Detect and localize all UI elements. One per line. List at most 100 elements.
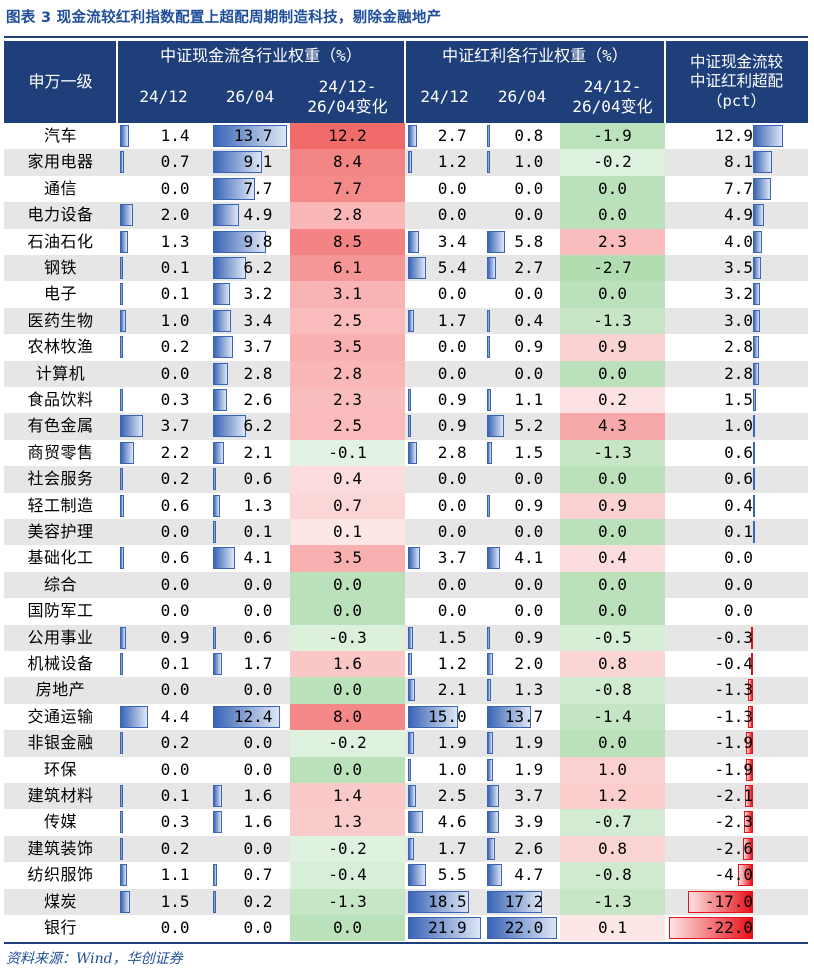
cf-change-heat xyxy=(290,624,405,651)
cf-change-value: -0.4 xyxy=(328,865,367,885)
cf-2604-bar xyxy=(213,811,222,834)
cf-2412-bar xyxy=(120,441,134,464)
cf-2604-cell: 2.8 xyxy=(210,361,290,387)
dv-2604-value: 0.0 xyxy=(514,178,544,198)
industry-name: 美容护理 xyxy=(27,522,94,541)
cf-2604-bar xyxy=(213,125,287,147)
cf-change-value: 0.1 xyxy=(333,522,362,541)
dv-change-cell: 0.8 xyxy=(560,835,665,863)
overweight-bar xyxy=(743,837,753,860)
cf-2412-cell: 4.4 xyxy=(117,704,210,730)
dv-change-cell: 1.0 xyxy=(560,756,665,783)
dv-2412-value: 0.0 xyxy=(437,337,467,357)
overweight-value: -2.1 xyxy=(714,786,753,805)
cf-2412-bar xyxy=(120,890,130,913)
dv-change-heat xyxy=(560,756,665,783)
overweight-cell: -2.1 xyxy=(665,783,808,809)
dv-2604-cell: 0.0 xyxy=(484,176,560,202)
dv-2604-cell: 1.1 xyxy=(484,387,560,413)
dv-2604-bar xyxy=(487,230,506,253)
dv-change-heat xyxy=(560,228,665,255)
dv-change-value: 0.1 xyxy=(598,918,627,937)
cf-2412-value: 1.4 xyxy=(160,126,190,145)
overweight-bar xyxy=(753,230,763,253)
header-cf-2604: 26/04 xyxy=(225,86,275,106)
dv-change-value: 0.0 xyxy=(598,469,627,489)
overweight-bar xyxy=(744,811,753,834)
cf-2412-cell: 1.1 xyxy=(117,862,210,888)
cf-2604-value: 1.7 xyxy=(243,654,273,673)
dv-2604-cell: 0.0 xyxy=(484,466,560,492)
cf-2604-bar xyxy=(213,441,225,464)
dv-change-value: 0.0 xyxy=(598,601,627,621)
table-row: 钢铁 0.1 6.2 5.4 2.7 6.1 -2.7 3.5 xyxy=(4,255,808,282)
dv-2412-value: 5.5 xyxy=(437,865,467,885)
industry-name: 综合 xyxy=(43,574,77,594)
dv-2412-cell: 1.2 xyxy=(405,149,484,175)
cf-change-cell: -0.1 xyxy=(290,439,405,467)
cf-2412-value: 0.1 xyxy=(160,786,190,805)
dv-2412-bar xyxy=(408,230,420,253)
overweight-value: 0.1 xyxy=(724,522,753,541)
dv-change-cell: -0.5 xyxy=(560,624,665,651)
cf-2412-value: 2.0 xyxy=(160,205,190,225)
cf-2412-cell: 0.7 xyxy=(117,149,210,175)
dv-2604-bar xyxy=(487,917,557,939)
cf-2604-value: 0.6 xyxy=(243,469,273,489)
cf-change-heat xyxy=(290,466,405,493)
cf-2604-bar xyxy=(213,785,222,807)
overweight-cell: 4.0 xyxy=(665,229,808,255)
overweight-value: -2.3 xyxy=(714,812,753,832)
cf-2604-value: 6.2 xyxy=(243,258,273,277)
dv-2604-bar xyxy=(487,679,492,702)
dv-2604-bar xyxy=(487,890,542,913)
cf-2412-cell: 0.0 xyxy=(117,176,210,202)
cf-2604-cell: 4.1 xyxy=(210,545,290,571)
table-row: 汽车 1.4 13.7 2.7 0.8 12.2 -1.9 12.9 xyxy=(4,123,808,150)
dv-change-value: 0.0 xyxy=(598,178,627,198)
header-dv-2412: 24/12 xyxy=(420,86,469,106)
table-row: 有色金属 3.7 6.2 0.9 5.2 2.5 4.3 1.0 xyxy=(4,413,808,440)
dv-change-value: -1.3 xyxy=(593,310,632,330)
overweight-cell: -17.0 xyxy=(665,889,808,915)
dv-2412-value: 1.5 xyxy=(437,627,467,647)
cf-2412-cell: 0.0 xyxy=(117,572,210,598)
overweight-cell: -0.4 xyxy=(665,651,808,677)
dv-change-cell: 0.0 xyxy=(560,598,665,625)
dv-change-cell: -1.3 xyxy=(560,439,665,467)
dv-2412-cell: 1.7 xyxy=(405,308,484,334)
cf-2604-value: 4.1 xyxy=(243,548,273,568)
overweight-value: 1.5 xyxy=(724,390,753,409)
cf-change-cell: 2.8 xyxy=(290,360,405,387)
cf-2412-cell: 0.1 xyxy=(117,651,210,677)
dv-2604-cell: 17.2 xyxy=(484,889,560,915)
dv-change-heat xyxy=(560,202,665,229)
dv-change-cell: -0.2 xyxy=(560,149,665,176)
cf-change-value: 1.4 xyxy=(333,786,362,805)
dv-2604-cell: 0.9 xyxy=(484,334,560,360)
dv-change-value: -1.3 xyxy=(593,891,632,911)
table-row: 国防军工 0.0 0.0 0.0 0.0 0.0 0.0 0.0 xyxy=(4,598,808,625)
dv-2412-value: 2.8 xyxy=(437,442,467,462)
cf-change-value: 12.2 xyxy=(328,126,367,145)
table-row: 综合 0.0 0.0 0.0 0.0 0.0 0.0 0.0 xyxy=(4,571,808,599)
dv-2604-value: 0.0 xyxy=(514,601,544,621)
cf-2412-bar xyxy=(120,468,123,491)
dv-change-value: 0.2 xyxy=(598,390,627,409)
dv-2604-bar xyxy=(487,389,491,411)
industry-name: 计算机 xyxy=(35,363,86,383)
dv-2604-bar xyxy=(487,653,494,675)
dv-2412-cell: 2.7 xyxy=(405,123,484,149)
overweight-cell: -0.3 xyxy=(665,625,808,651)
cf-2412-value: 0.0 xyxy=(160,759,190,779)
dv-change-value: 0.8 xyxy=(598,654,627,673)
dv-2604-value: 1.9 xyxy=(514,759,544,779)
dv-2412-cell: 0.0 xyxy=(405,519,484,545)
cf-2412-cell: 0.6 xyxy=(117,493,210,519)
overweight-value: 3.0 xyxy=(724,310,753,330)
dv-2604-value: 0.9 xyxy=(514,495,544,515)
cf-2604-bar xyxy=(213,362,229,385)
cf-2412-value: 1.5 xyxy=(160,891,190,911)
dv-2412-bar xyxy=(408,917,481,939)
dv-change-heat xyxy=(560,545,665,572)
